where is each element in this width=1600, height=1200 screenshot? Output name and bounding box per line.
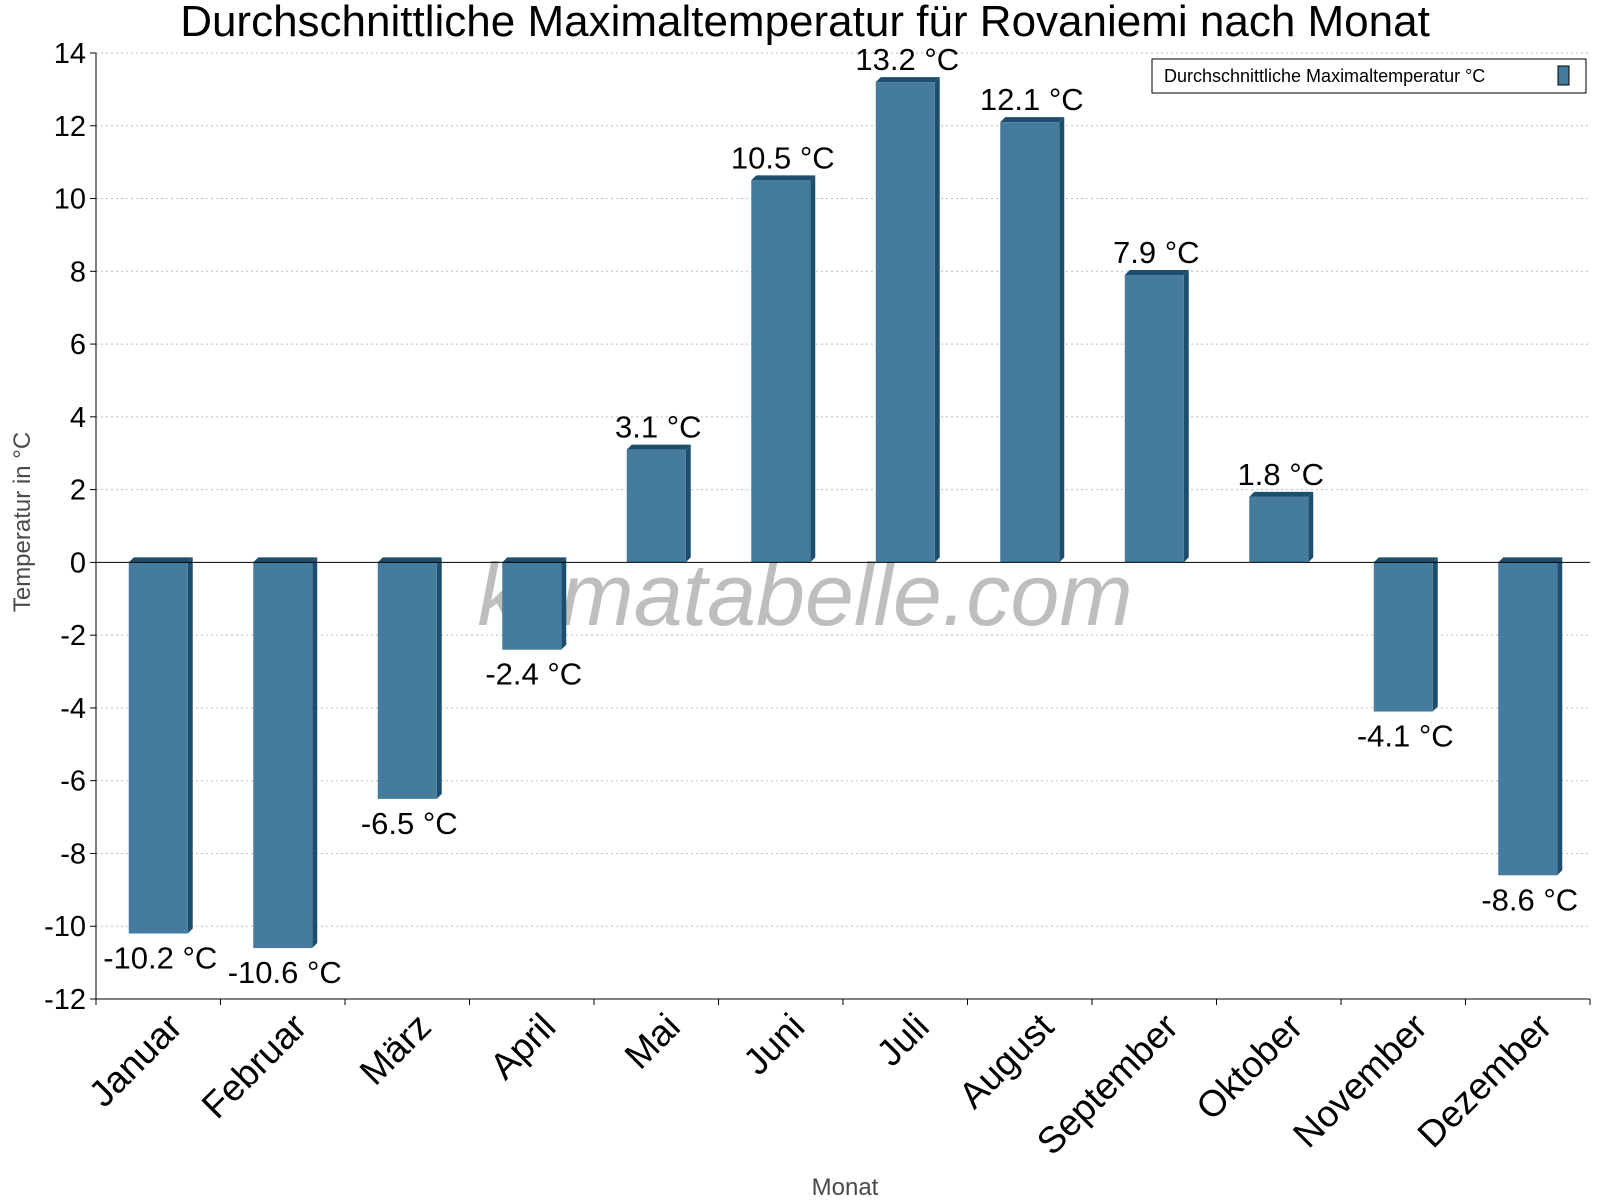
- bar-side: [1059, 117, 1065, 563]
- bar-front: [626, 449, 686, 563]
- data-label: -8.6 °C: [1481, 882, 1578, 917]
- x-tick-labels: Januar Februar März April Mai Juni Juli AugustS…: [81, 1005, 1559, 1162]
- y-tick-label: -10: [44, 911, 86, 943]
- bar-top: [1249, 491, 1314, 497]
- bar-side: [561, 557, 567, 650]
- bar-top: [1373, 557, 1438, 563]
- bar-front: [875, 82, 935, 563]
- legend: Durchschnittliche Maximaltemperatur °C: [1151, 58, 1587, 94]
- bar-side: [436, 557, 442, 799]
- bar-front: [253, 562, 313, 949]
- y-tick-label: 10: [54, 184, 86, 216]
- bar-side: [1557, 557, 1563, 876]
- x-tick-label: Januar: [81, 1006, 190, 1115]
- bar-front: [377, 562, 437, 799]
- bar-top: [626, 444, 691, 450]
- y-tick-label: -2: [60, 620, 86, 652]
- y-tick-label: 0: [70, 547, 86, 579]
- bar-side: [1432, 557, 1438, 712]
- bar-front: [1498, 562, 1558, 876]
- data-labels: -10.2 °C -10.6 °C -6.5 °C -2.4 °C 3.1 °C 10.5…: [103, 42, 1578, 990]
- bar-mai: [626, 444, 691, 563]
- bar-top: [1124, 269, 1189, 275]
- y-tick-label: 14: [54, 38, 86, 70]
- bar-märz: [377, 557, 442, 799]
- legend-box: [1151, 58, 1587, 94]
- y-tick-label: 12: [54, 111, 86, 143]
- data-label: 12.1 °C: [980, 82, 1084, 117]
- bar-top: [1498, 557, 1563, 563]
- x-tick-label: Oktober: [1188, 1006, 1310, 1128]
- bar-januar: [128, 557, 193, 934]
- y-axis-title: Temperatur in °C: [9, 432, 36, 612]
- x-tick-label: Februar: [194, 1006, 315, 1127]
- bar-side: [810, 175, 816, 563]
- data-label: 7.9 °C: [1113, 235, 1200, 270]
- y-tick-labels: 14 12 10 8 6 4 2 0 -2 -4 -6 -8 -10 -12: [44, 38, 86, 1016]
- bar-august: [1000, 117, 1065, 563]
- bar-side: [1308, 491, 1314, 563]
- y-tick-label: -12: [44, 984, 86, 1016]
- bar-front: [1124, 274, 1184, 563]
- bar-side: [187, 557, 193, 934]
- y-tick-label: 6: [70, 329, 86, 361]
- bar-front: [1000, 122, 1060, 563]
- bar-april: [502, 557, 567, 650]
- y-tick-label: -4: [60, 693, 86, 725]
- bar-side: [1183, 269, 1189, 563]
- data-label: -10.2 °C: [103, 941, 217, 976]
- bar-dezember: [1498, 557, 1563, 876]
- bar-top: [751, 175, 816, 181]
- bar-side: [685, 444, 691, 563]
- x-tick-label: Mai: [617, 1006, 688, 1077]
- y-tick-label: 4: [70, 402, 86, 434]
- x-tick-label: August: [951, 1005, 1062, 1116]
- data-label: -6.5 °C: [361, 806, 458, 841]
- x-tick-label: Juni: [735, 1006, 812, 1083]
- bar-side: [934, 77, 940, 563]
- bar-november: [1373, 557, 1438, 712]
- bar-side: [312, 557, 318, 949]
- data-label: -10.6 °C: [228, 955, 342, 990]
- bar-top: [253, 557, 318, 563]
- data-label: 13.2 °C: [855, 42, 959, 77]
- data-label: -2.4 °C: [485, 657, 582, 692]
- y-tick-label: 2: [70, 475, 86, 507]
- bar-top: [1000, 117, 1065, 123]
- bar-juli: [875, 77, 940, 563]
- data-label: 3.1 °C: [615, 410, 702, 445]
- bar-top: [128, 557, 193, 563]
- chart-title: Durchschnittliche Maximaltemperatur für …: [180, 0, 1430, 46]
- bar-top: [377, 557, 442, 563]
- y-tick-label: -6: [60, 766, 86, 798]
- x-tick-label: April: [482, 1006, 563, 1087]
- grid-lines: [96, 52, 1590, 1000]
- x-axis-title: Monat: [812, 1174, 879, 1200]
- x-tick-label: Juli: [869, 1006, 937, 1074]
- bar-front: [751, 180, 811, 563]
- data-label: 10.5 °C: [731, 140, 835, 175]
- legend-swatch: [1557, 65, 1570, 86]
- y-tick-label: 8: [70, 256, 86, 288]
- x-tick-label: Dezember: [1410, 1006, 1560, 1156]
- data-label: 1.8 °C: [1238, 457, 1325, 492]
- bar-top: [502, 557, 567, 563]
- bar-top: [875, 77, 940, 83]
- bar-front: [128, 562, 188, 934]
- bars: [128, 77, 1563, 949]
- bar-juni: [751, 175, 816, 563]
- bar-september: [1124, 269, 1189, 563]
- axes: [90, 52, 1591, 1005]
- bar-oktober: [1249, 491, 1314, 563]
- bar-front: [1373, 562, 1433, 712]
- x-tick-label: November: [1285, 1006, 1435, 1156]
- bar-februar: [253, 557, 318, 949]
- bar-front: [1249, 496, 1309, 563]
- bar-front: [502, 562, 562, 650]
- y-tick-label: -8: [60, 838, 86, 870]
- legend-label: Durchschnittliche Maximaltemperatur °C: [1164, 66, 1485, 86]
- x-tick-label: März: [352, 1006, 439, 1093]
- data-label: -4.1 °C: [1357, 719, 1454, 754]
